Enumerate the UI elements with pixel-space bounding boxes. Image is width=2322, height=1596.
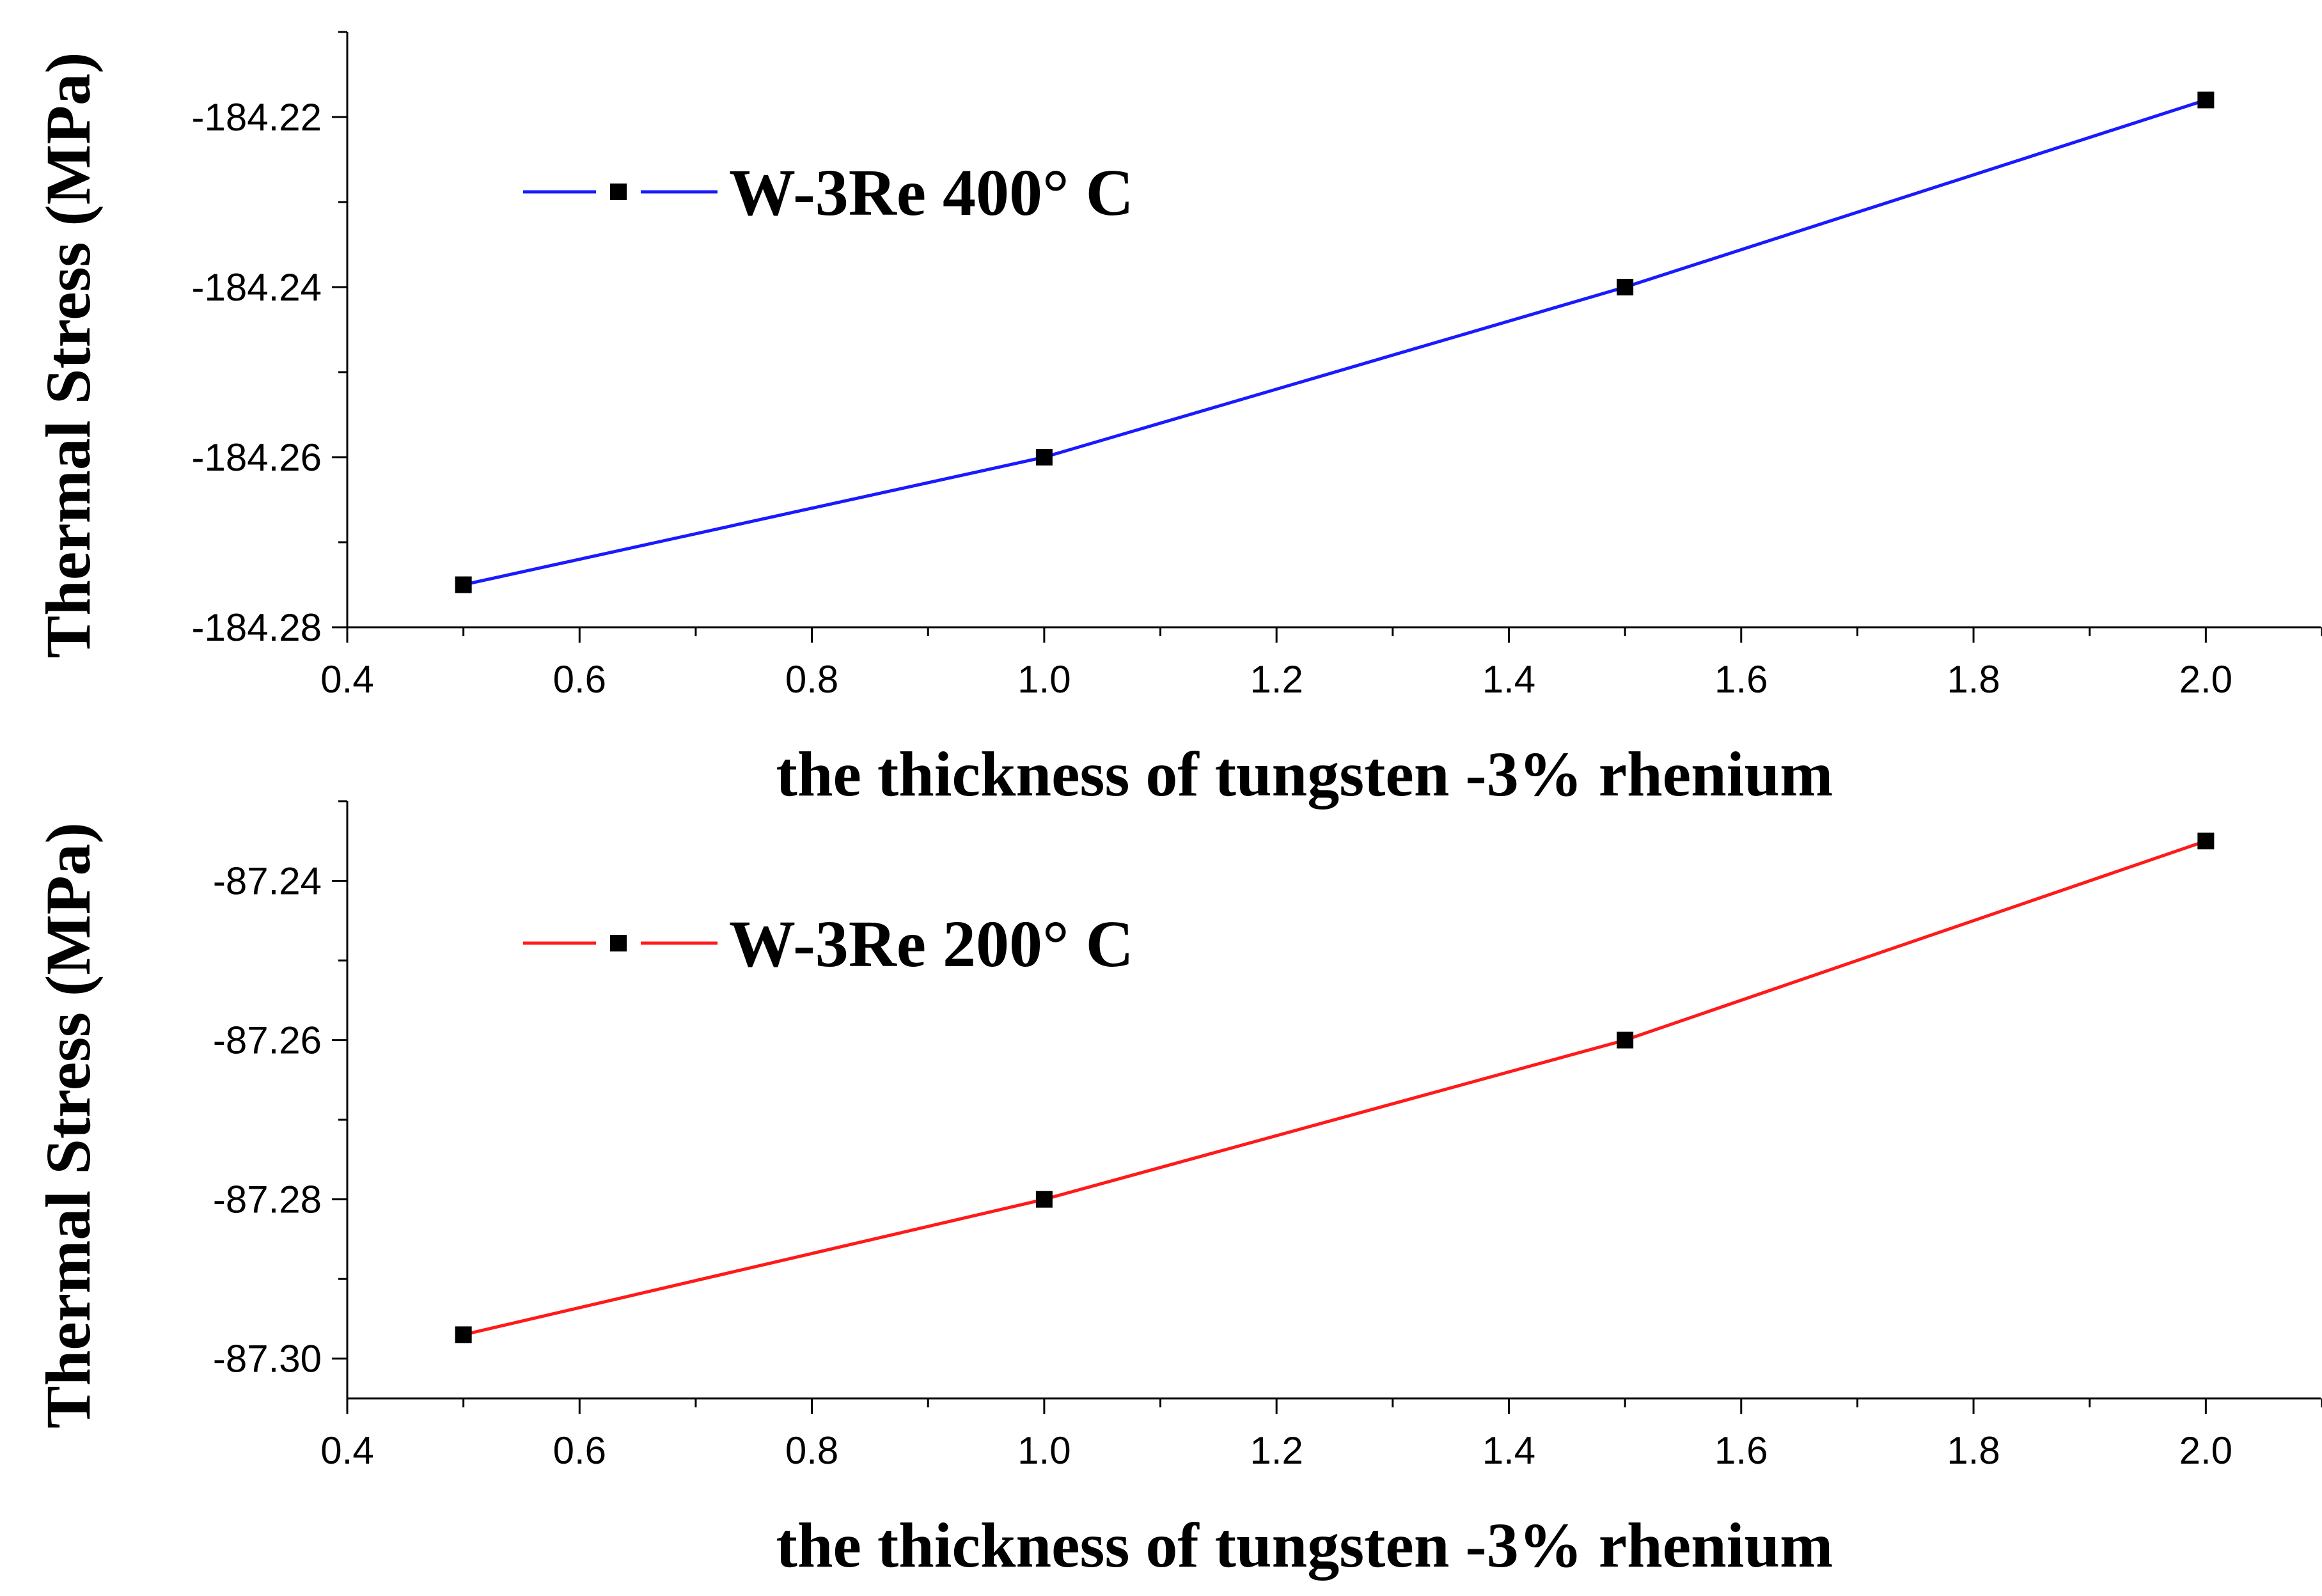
axis-ticks (332, 800, 2322, 1414)
data-point (2197, 91, 2215, 109)
legend-label: W-3Re 200° C (729, 907, 1134, 981)
y-tick-label: -184.22 (192, 96, 322, 139)
data-point (455, 1326, 472, 1343)
x-tick-label: 1.0 (1017, 1429, 1071, 1472)
y-tick-labels: -87.30 -87.28 -87.26 -87.24 (213, 860, 322, 1381)
series-layer (455, 91, 2215, 593)
x-tick-label: 0.8 (785, 1429, 838, 1472)
legend-marker (610, 935, 627, 951)
x-tick-label: 0.4 (320, 1429, 373, 1472)
x-tick-labels: 0.4 0.6 0.8 1.0 1.2 1.4 1.6 1.8 2.0 (320, 658, 2232, 701)
y-tick-label: -87.26 (213, 1019, 322, 1062)
legend: W-3Re 200° C (523, 907, 1134, 981)
x-tick-label: 1.2 (1250, 1429, 1303, 1472)
x-tick-label: 1.0 (1017, 658, 1071, 701)
data-point (455, 576, 472, 593)
data-point (1617, 1031, 1634, 1049)
y-tick-label: -87.28 (213, 1178, 322, 1221)
y-tick-labels: -184.28 -184.26 -184.24 -184.22 (192, 96, 322, 649)
data-point (2197, 833, 2215, 850)
x-tick-label: 1.2 (1250, 658, 1303, 701)
series-layer (455, 833, 2215, 1343)
chart-panel-200c: 0.4 0.6 0.8 1.0 1.2 1.4 1.6 1.8 2.0 -87.30 -87.28… (33, 800, 2322, 1581)
chart-panel-400c: 0.4 0.6 0.8 1.0 1.2 1.4 1.6 1.8 2.0 -184.28-184.… (33, 31, 2322, 810)
data-point (1035, 449, 1053, 465)
axes-frame (346, 801, 2321, 1400)
legend: W-3Re 400° C (523, 156, 1134, 230)
y-tick-label: -184.26 (192, 436, 322, 479)
y-axis-title: Thermal Stress (MPa) (33, 52, 104, 659)
y-tick-label: -184.28 (192, 606, 322, 649)
y-tick-label: -87.30 (213, 1338, 322, 1381)
x-axis-title: the thickness of tungsten -3% rhenium (776, 1510, 1833, 1581)
x-tick-labels: 0.4 0.6 0.8 1.0 1.2 1.4 1.6 1.8 2.0 (320, 1429, 2232, 1472)
x-tick-label: 1.4 (1482, 1429, 1535, 1472)
legend-marker (610, 184, 627, 200)
x-tick-label: 2.0 (2179, 1429, 2232, 1472)
x-tick-label: 0.6 (553, 1429, 606, 1472)
x-tick-label: 1.8 (1947, 1429, 2000, 1472)
data-point (1617, 279, 1634, 295)
legend-label: W-3Re 400° C (729, 156, 1134, 230)
x-tick-label: 1.4 (1482, 658, 1535, 701)
y-tick-label: -87.24 (213, 860, 322, 903)
axis-ticks (332, 31, 2322, 643)
x-tick-label: 1.6 (1714, 1429, 1768, 1472)
series-line (463, 98, 2207, 586)
y-axis-title: Thermal Stress (MPa) (33, 822, 104, 1428)
x-tick-label: 0.6 (553, 658, 606, 701)
x-tick-label: 1.6 (1714, 658, 1768, 701)
x-tick-label: 0.8 (785, 658, 838, 701)
x-tick-label: 2.0 (2179, 658, 2232, 701)
x-tick-label: 0.4 (320, 658, 373, 701)
series-line (463, 839, 2207, 1336)
x-tick-label: 1.8 (1947, 658, 2000, 701)
data-point (1035, 1191, 1053, 1208)
x-axis-title: the thickness of tungsten -3% rhenium (776, 739, 1833, 810)
axes-frame (346, 32, 2321, 629)
y-tick-label: -184.24 (192, 266, 322, 309)
